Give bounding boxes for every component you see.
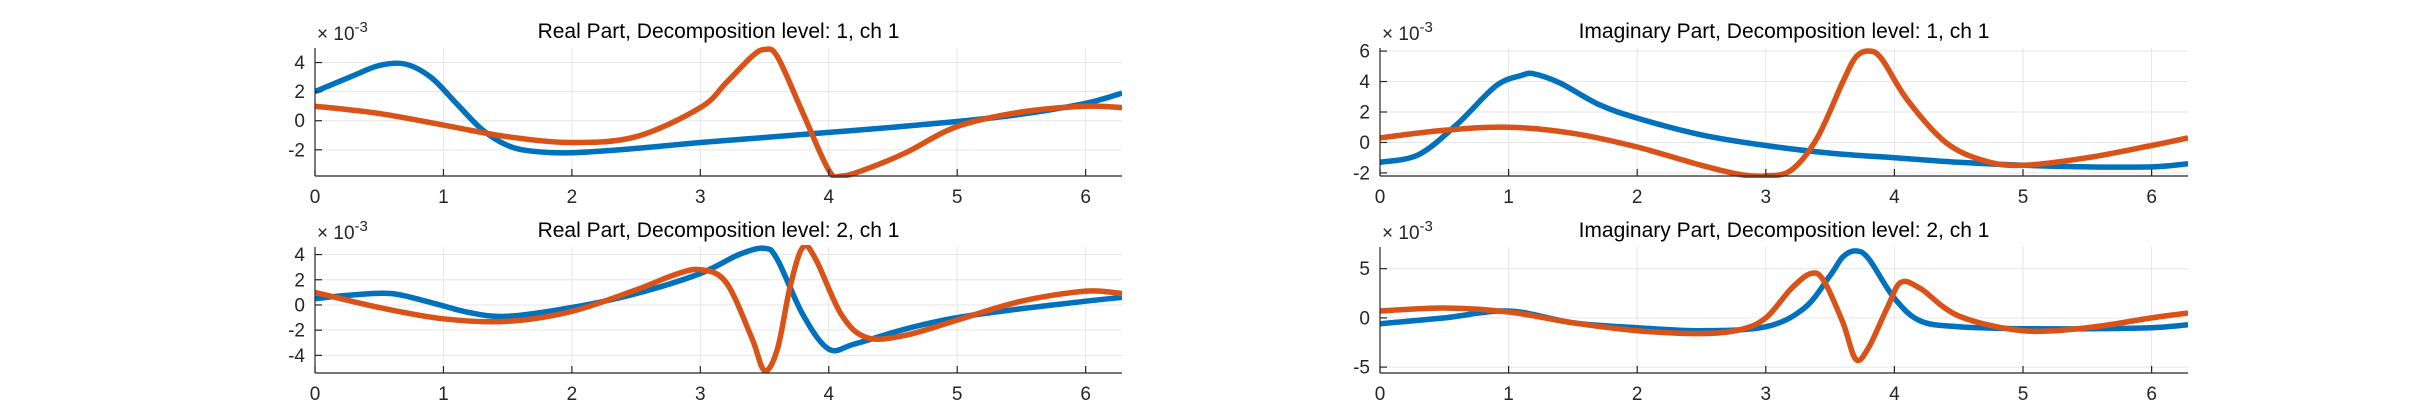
x-tick-label: 6 — [2146, 384, 2157, 405]
y-tick-label: 4 — [294, 53, 305, 74]
chart-title: Imaginary Part, Decomposition level: 1, … — [1579, 20, 1990, 43]
y-tick-label: 2 — [1359, 103, 1370, 124]
x-tick-label: 4 — [823, 187, 834, 208]
chart-panel-4: 0 1 2 3 4 5 6-505× 10-3 Imaginary Part, Decompo… — [1353, 218, 2188, 405]
y-tick-label: -4 — [288, 346, 305, 367]
x-tick-label: 5 — [2018, 187, 2029, 208]
chart-title: Imaginary Part, Decomposition level: 2, … — [1579, 219, 1990, 242]
x-tick-label: 0 — [310, 384, 321, 405]
y-tick-label: 0 — [1359, 133, 1370, 154]
exponent-base: × 10 — [317, 223, 355, 244]
chart-panel-3: 0 1 2 3 4 5 6 -4 -2 0 2 4 × 10-3 Real Part, Decomposi… — [288, 218, 1122, 405]
y-tick-label: -5 — [1353, 358, 1370, 379]
x-tick-label: 4 — [1889, 187, 1900, 208]
y-tick-label: 6 — [1359, 42, 1370, 63]
x-tick-label: 0 — [1375, 187, 1386, 208]
series-1-line — [315, 60, 1122, 156]
y-tick-label: 5 — [1359, 259, 1370, 280]
x-tick-label: 5 — [952, 384, 963, 405]
y-tick-label: 2 — [294, 82, 305, 103]
y-tick-label: 2 — [294, 270, 305, 291]
x-tick-label: 3 — [1761, 384, 1772, 405]
y-tick-label: -2 — [288, 140, 305, 161]
x-tick-label: 4 — [823, 384, 834, 405]
y-exponent-label: × 10-3 — [1382, 19, 1433, 45]
x-tick-label: 1 — [438, 187, 449, 208]
exponent-power: -3 — [355, 19, 368, 36]
exponent-base: × 10 — [317, 24, 355, 45]
chart-title: Real Part, Decomposition level: 2, ch 1 — [538, 219, 900, 242]
x-tick-label: 2 — [1632, 384, 1643, 405]
y-tick-label: 0 — [1359, 308, 1370, 329]
x-tick-label: 2 — [567, 384, 578, 405]
x-tick-label: 5 — [2018, 384, 2029, 405]
x-tick-label: 3 — [695, 384, 706, 405]
x-tick-label: 6 — [1080, 384, 1091, 405]
y-exponent-label: × 10-3 — [1382, 218, 1433, 244]
y-tick-label: -2 — [288, 321, 305, 342]
exponent-power: -3 — [1420, 19, 1433, 36]
x-tick-label: 1 — [438, 384, 449, 405]
series-2-line — [315, 245, 1122, 374]
chart-panel-1: 0 1 2 3 4 5 6 -2 0 2 4 × 10-3 Real Part, Decompositi… — [288, 19, 1122, 208]
x-tick-label: 0 — [1375, 384, 1386, 405]
x-tick-label: 1 — [1503, 187, 1514, 208]
y-tick-label: 0 — [294, 111, 305, 132]
x-tick-label: 3 — [1761, 187, 1772, 208]
y-tick-label: 0 — [294, 295, 305, 316]
y-tick-label: 4 — [1359, 72, 1370, 93]
plot-area — [315, 48, 1122, 176]
exponent-base: × 10 — [1382, 24, 1420, 45]
x-tick-label: 0 — [310, 187, 321, 208]
exponent-base: × 10 — [1382, 223, 1420, 244]
x-tick-label: 6 — [2146, 187, 2157, 208]
y-tick-label: -2 — [1353, 163, 1370, 184]
x-tick-label: 2 — [567, 187, 578, 208]
series-2-line — [315, 46, 1122, 178]
x-tick-label: 2 — [1632, 187, 1643, 208]
y-tick-label: 4 — [294, 245, 305, 266]
series-2-line — [1380, 270, 2188, 364]
series-2-line — [1380, 48, 2188, 178]
exponent-power: -3 — [1420, 218, 1433, 235]
exponent-power: -3 — [355, 218, 368, 235]
x-tick-label: 4 — [1889, 384, 1900, 405]
x-tick-label: 6 — [1080, 187, 1091, 208]
x-tick-label: 5 — [952, 187, 963, 208]
x-tick-label: 1 — [1503, 384, 1514, 405]
x-tick-label: 3 — [695, 187, 706, 208]
y-exponent-label: × 10-3 — [317, 19, 368, 45]
y-exponent-label: × 10-3 — [317, 218, 368, 244]
chart-title: Real Part, Decomposition level: 1, ch 1 — [538, 20, 900, 43]
